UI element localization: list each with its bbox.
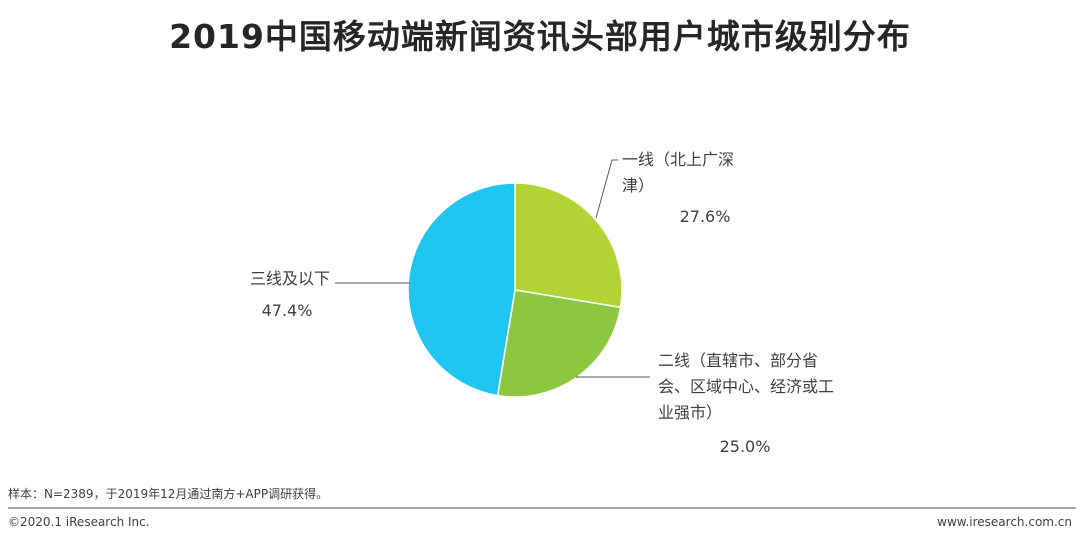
slice-tier2 [496, 289, 622, 398]
footer-divider [8, 507, 1076, 509]
slice-tier1 [514, 182, 623, 309]
slice-label: 津） [622, 176, 654, 195]
sample-footnote: 样本：N=2389，于2019年12月通过南方+APP调研获得。 [8, 487, 329, 501]
slice-label: 三线及以下 [250, 269, 330, 288]
website-link[interactable]: www.iresearch.com.cn [937, 515, 1072, 529]
slice-label: 业强市） [658, 403, 722, 422]
slice-value-label: 25.0% [720, 437, 771, 456]
leader-line [595, 159, 618, 219]
slice-value-label: 27.6% [680, 207, 731, 226]
slice-value-label: 47.4% [262, 301, 313, 320]
copyright-text: ©2020.1 iResearch Inc. [8, 515, 150, 529]
slice-tier3 [407, 182, 516, 397]
slice-label: 一线（北上广深 [622, 150, 734, 169]
slice-label: 会、区域中心、经济或工 [658, 377, 834, 396]
slice-label: 二线（直辖市、部分省 [658, 351, 818, 370]
chart-title: 2019中国移动端新闻资讯头部用户城市级别分布 [169, 17, 911, 56]
